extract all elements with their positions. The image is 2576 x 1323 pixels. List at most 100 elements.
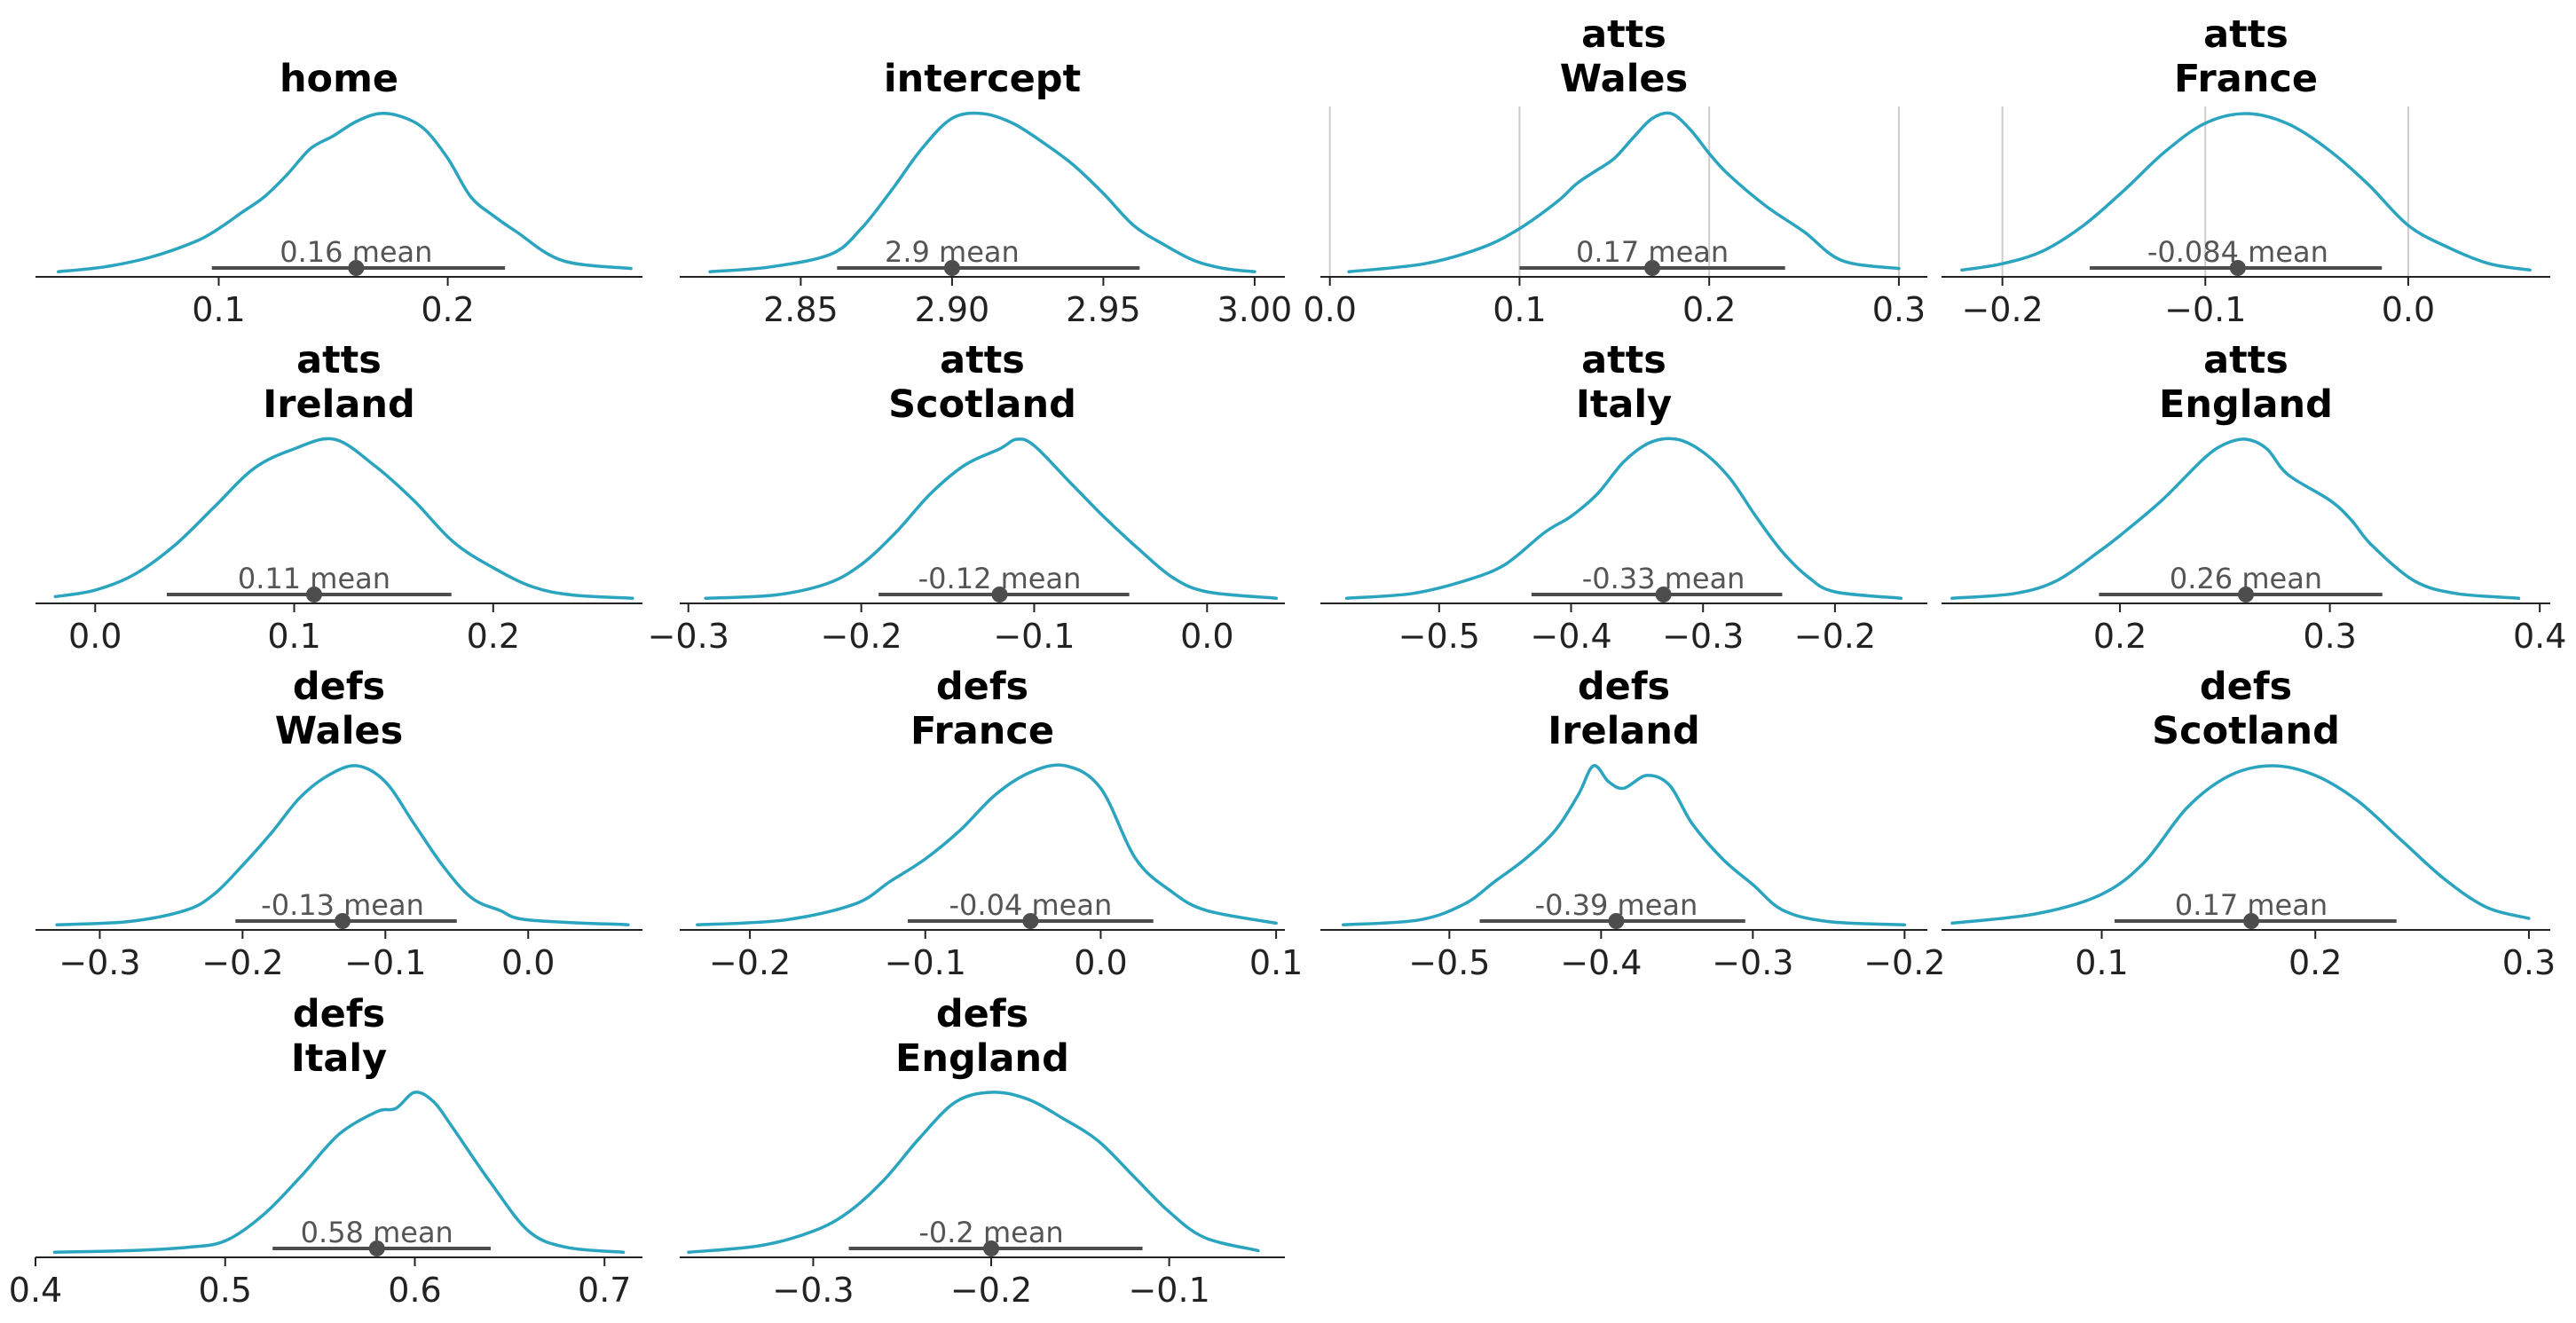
x-tick-label: 0.1 xyxy=(1249,943,1303,982)
x-tick-label: −0.5 xyxy=(1398,617,1480,656)
panel-subtitle: England xyxy=(2159,382,2333,427)
x-tick-label: −0.4 xyxy=(1560,943,1642,982)
panel-subtitle: Scotland xyxy=(2152,709,2340,753)
mean-label: 0.26 mean xyxy=(2170,562,2322,595)
x-tick-label: −0.4 xyxy=(1530,617,1611,656)
density-curve xyxy=(1347,111,1901,273)
x-tick-label: 0.5 xyxy=(199,1271,252,1310)
mean-label: -0.084 mean xyxy=(2147,235,2328,269)
x-tick-label: 0.2 xyxy=(421,290,474,329)
x-tick-label: 0.4 xyxy=(2513,617,2566,656)
x-tick-label: −0.2 xyxy=(1794,617,1876,656)
x-tick-label: 0.2 xyxy=(2288,943,2342,982)
x-tick-label: −0.3 xyxy=(648,617,729,656)
x-tick-label: 0.7 xyxy=(578,1271,631,1310)
density-curve xyxy=(1950,437,2521,600)
density-curve xyxy=(687,1091,1260,1254)
mean-point xyxy=(991,587,1008,602)
panel-subtitle: Italy xyxy=(291,1036,387,1081)
x-tick-label: 0.0 xyxy=(2382,290,2435,329)
mean-point xyxy=(1022,913,1039,929)
mean-label: 0.17 mean xyxy=(2175,888,2328,922)
density-curve xyxy=(57,112,633,273)
mean-point xyxy=(305,587,322,602)
panel-subtitle: England xyxy=(895,1036,1069,1081)
x-tick-label: −0.5 xyxy=(1408,943,1490,982)
x-tick-label: 0.3 xyxy=(1872,290,1926,329)
x-tick-label: 0.0 xyxy=(501,943,555,982)
x-tick-label: −0.2 xyxy=(950,1271,1032,1310)
panel-subtitle: Italy xyxy=(1576,382,1672,427)
x-tick-label: −0.3 xyxy=(772,1271,854,1310)
x-tick-label: −0.1 xyxy=(344,943,426,982)
panel-title: atts xyxy=(940,338,1025,382)
x-tick-label: −0.3 xyxy=(59,943,140,982)
mean-point xyxy=(1608,913,1625,929)
density-curve xyxy=(708,111,1256,273)
density-curve xyxy=(53,437,634,600)
x-tick-label: 0.0 xyxy=(1180,617,1233,656)
x-tick-label: −0.1 xyxy=(993,617,1075,656)
panel-title: defs xyxy=(2200,665,2292,709)
panel-title: defs xyxy=(936,992,1028,1036)
panel-subtitle: France xyxy=(2174,57,2318,101)
mean-label: -0.39 mean xyxy=(1535,888,1698,922)
mean-label: -0.33 mean xyxy=(1582,562,1745,595)
mean-point xyxy=(368,1240,385,1256)
x-tick-label: −0.2 xyxy=(709,943,791,982)
x-tick-label: 0.0 xyxy=(1303,290,1356,329)
density-curve xyxy=(704,437,1279,600)
x-tick-label: −0.1 xyxy=(1128,1271,1209,1310)
x-tick-label: 0.0 xyxy=(1074,943,1127,982)
panel-home: home 0.1 0.2 0.16 mean xyxy=(35,57,642,329)
x-tick-label: 0.4 xyxy=(9,1271,62,1310)
x-tick-label: −0.3 xyxy=(1662,617,1744,656)
x-tick-label: 0.6 xyxy=(388,1271,441,1310)
mean-label: -0.04 mean xyxy=(949,888,1113,922)
mean-point xyxy=(1655,587,1672,602)
x-tick-label: 0.1 xyxy=(1493,290,1546,329)
panel-subtitle: Scotland xyxy=(888,382,1076,427)
x-tick-label: −0.1 xyxy=(2164,290,2246,329)
x-tick-label: −0.2 xyxy=(1863,943,1945,982)
x-tick-label: −0.2 xyxy=(820,617,902,656)
panel-title: intercept xyxy=(884,57,1081,101)
x-tick-label: −0.3 xyxy=(1712,943,1793,982)
x-tick-label: 0.1 xyxy=(267,617,320,656)
panel-subtitle: France xyxy=(910,709,1054,753)
mean-label: 0.17 mean xyxy=(1576,235,1729,269)
mean-label: -0.2 mean xyxy=(918,1216,1063,1249)
mean-point xyxy=(2238,587,2254,602)
x-tick-label: 2.85 xyxy=(763,290,839,329)
x-tick-label: 0.3 xyxy=(2502,943,2556,982)
mean-label: 0.58 mean xyxy=(301,1216,453,1249)
panel-intercept: intercept 2.85 2.90 2.95 3.00 2.9 mean xyxy=(680,57,1292,329)
panel-subtitle: Wales xyxy=(275,709,403,753)
mean-label: 2.9 mean xyxy=(885,235,1020,269)
mean-point xyxy=(335,913,351,929)
x-tick-label: 0.1 xyxy=(2075,943,2128,982)
x-tick-label: 2.95 xyxy=(1066,290,1141,329)
mean-point xyxy=(2229,260,2246,276)
mean-label: 0.16 mean xyxy=(280,235,432,269)
x-tick-label: 0.3 xyxy=(2303,617,2356,656)
mean-point xyxy=(2243,913,2260,929)
density-curve xyxy=(1960,112,2532,272)
panel-subtitle: Ireland xyxy=(263,382,415,427)
panel-subtitle: Wales xyxy=(1560,57,1688,101)
mean-label: -0.13 mean xyxy=(261,888,424,922)
panel-title: defs xyxy=(293,992,385,1036)
mean-point xyxy=(983,1240,1000,1256)
density-curve xyxy=(1950,764,2531,925)
panel-subtitle: Ireland xyxy=(1548,709,1700,753)
